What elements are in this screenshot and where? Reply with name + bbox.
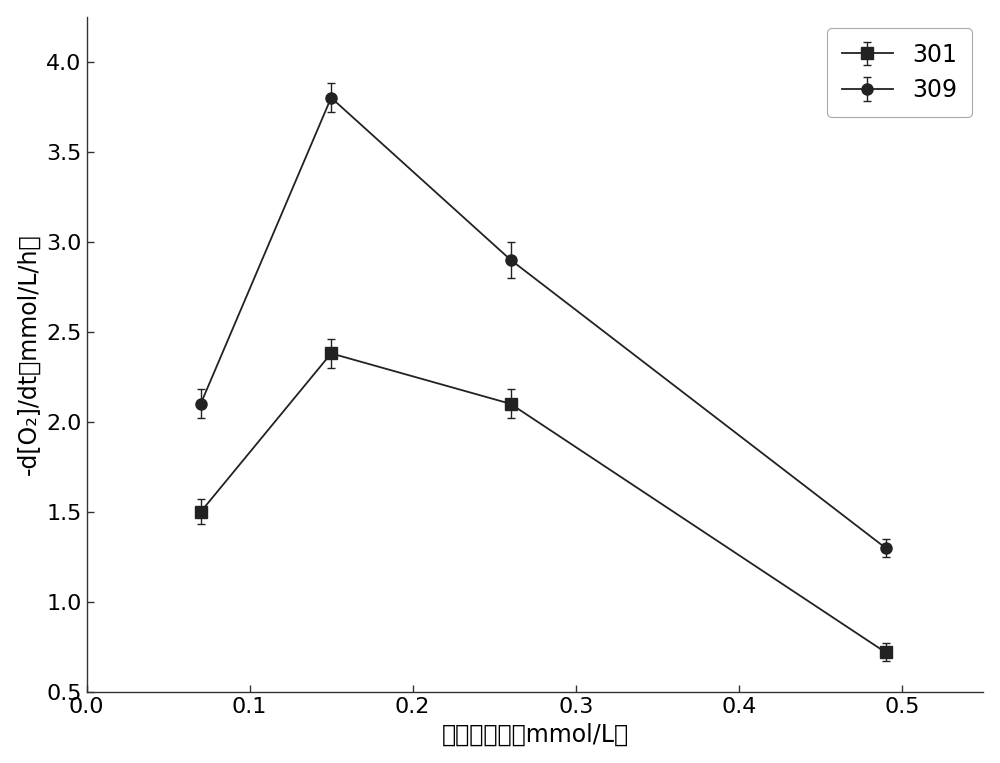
Legend: 301, 309: 301, 309	[827, 28, 972, 117]
Y-axis label: -d[O₂]/dt（mmol/L/h）: -d[O₂]/dt（mmol/L/h）	[17, 233, 41, 475]
X-axis label: 硬化物浓度（mmol/L）: 硬化物浓度（mmol/L）	[441, 723, 629, 746]
